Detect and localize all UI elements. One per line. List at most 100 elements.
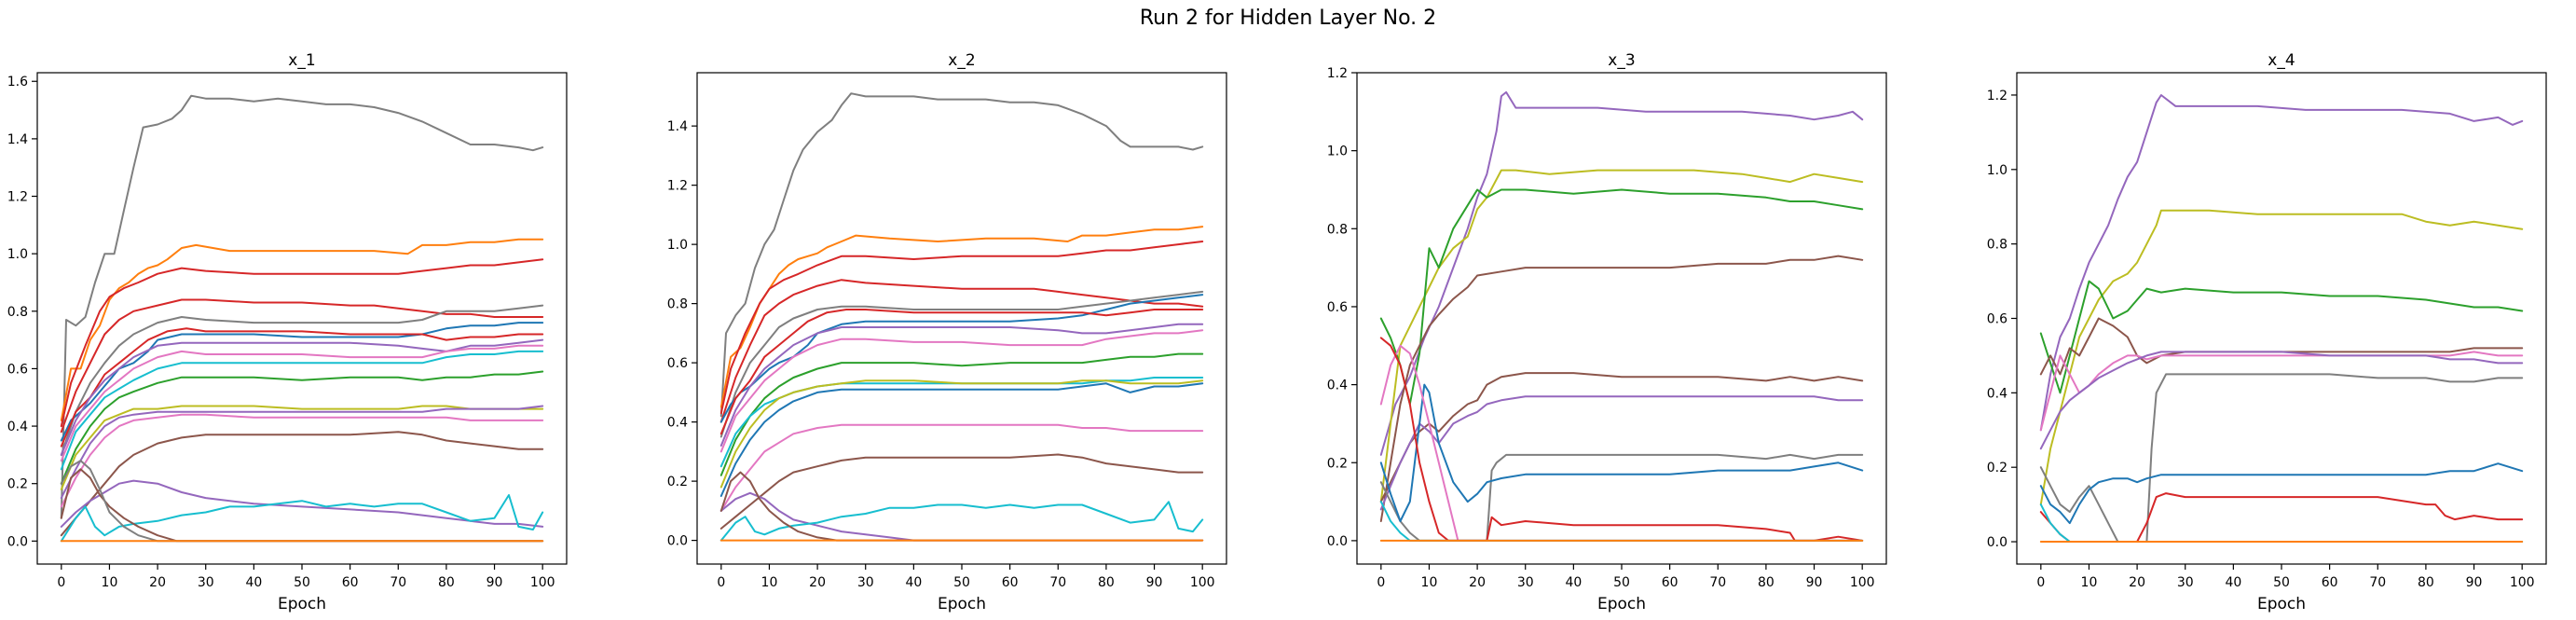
y-tick-label: 0.6 xyxy=(667,356,688,371)
series-line-17 xyxy=(719,501,1204,542)
subplots: 0 10 20 30 40 50 60 70 80 90 1000.00.20.40.60.81.0… xyxy=(7,51,2547,613)
y-tick-label: 1.2 xyxy=(7,190,28,205)
x-tick-label: 10 xyxy=(2081,575,2098,590)
x-tick-label: 20 xyxy=(2129,575,2145,590)
series-line-3 xyxy=(719,241,1204,415)
series-line-17 xyxy=(60,494,544,543)
series-line-1 xyxy=(719,92,1204,418)
y-tick-label: 0.6 xyxy=(1327,300,1348,315)
series-group xyxy=(719,92,1204,542)
x-tick-label: 100 xyxy=(2510,575,2535,590)
series-line-1 xyxy=(2039,94,2524,432)
subplot-1: 0 10 20 30 40 50 60 70 80 90 100 0.0 0.2 0.4 0.6 0.8 1.0… xyxy=(7,51,568,613)
x-tick-label: 80 xyxy=(1758,575,1774,590)
x-tick-label: 40 xyxy=(1565,575,1582,590)
x-tick-label: 40 xyxy=(2225,575,2241,590)
x-tick-label: 60 xyxy=(1662,575,1679,590)
series-line-8 xyxy=(60,338,544,456)
x-tick-label: 10 xyxy=(1421,575,1438,590)
subplot-2: 0 10 20 30 40 50 60 70 80 90 100 0.0 0.2 0.4 0.6 0.8 1.0… xyxy=(667,51,1227,613)
series-line-11 xyxy=(60,370,544,485)
x-tick-label: 20 xyxy=(809,575,826,590)
x-tick-label: 30 xyxy=(857,575,874,590)
subplot-3: 0 10 20 30 40 50 60 70 80 90 100 0.0 0.2 0.4 0.6 0.8 1.0… xyxy=(1327,51,1887,613)
y-tick-label: 1.4 xyxy=(667,119,688,134)
x-tick-label: 50 xyxy=(953,575,970,590)
series-line-16 xyxy=(719,491,1204,542)
series-line-10 xyxy=(719,352,1204,476)
series-line-3 xyxy=(2039,280,2524,394)
y-tick-label: 0.6 xyxy=(1987,312,2007,327)
series-line-7 xyxy=(719,309,1204,435)
series-line-4 xyxy=(1379,255,1864,522)
x-tick-label: 60 xyxy=(342,575,359,590)
series-line-4 xyxy=(2039,317,2524,376)
subplot-title: x_4 xyxy=(2268,51,2295,70)
y-tick-label: 1.2 xyxy=(667,179,688,194)
y-tick-label: 0.8 xyxy=(1987,238,2007,253)
series-line-3 xyxy=(1379,188,1864,406)
subplot-title: x_1 xyxy=(288,51,315,70)
x-tick-label: 50 xyxy=(1613,575,1630,590)
y-tick-label: 1.2 xyxy=(1327,66,1348,81)
x-tick-label: 20 xyxy=(149,575,166,590)
x-tick-label: 80 xyxy=(2418,575,2434,590)
series-line-6 xyxy=(2039,351,2524,450)
series-line-9 xyxy=(719,329,1204,453)
x-tick-label: 60 xyxy=(2322,575,2338,590)
series-line-13 xyxy=(719,382,1204,497)
figure-title: Run 2 for Hidden Layer No. 2 xyxy=(1140,7,1436,30)
y-tick-label: 1.0 xyxy=(1987,163,2007,178)
series-line-5 xyxy=(2039,351,2524,432)
series-line-14 xyxy=(60,413,544,508)
x-tick-label: 80 xyxy=(1098,575,1115,590)
series-line-8 xyxy=(2039,462,2524,525)
y-tick-label: 0.2 xyxy=(1987,461,2007,475)
x-tick-label: 30 xyxy=(1517,575,1534,590)
series-line-4 xyxy=(60,298,544,434)
y-tick-label: 0.4 xyxy=(1987,386,2007,401)
subplot-title: x_2 xyxy=(948,51,975,70)
subplot-4: 0 10 20 30 40 50 60 70 80 90 100 0.0 0.2 0.4 0.6 0.8 1.0… xyxy=(1987,51,2547,613)
subplot-title: x_3 xyxy=(1608,51,1635,70)
series-line-15 xyxy=(719,453,1204,530)
x-tick-label: 70 xyxy=(1049,575,1066,590)
series-line-7 xyxy=(1379,453,1864,542)
x-tick-label: 90 xyxy=(1806,575,1823,590)
x-tick-label: 90 xyxy=(2466,575,2483,590)
series-line-2 xyxy=(60,238,544,421)
x-tick-label: 80 xyxy=(438,575,455,590)
x-axis-label: Epoch xyxy=(2257,595,2306,613)
series-group xyxy=(1379,90,1864,542)
x-axis-label: Epoch xyxy=(278,595,326,613)
y-tick-label: 0.0 xyxy=(1327,534,1348,549)
y-tick-label: 0.4 xyxy=(667,416,688,431)
series-line-8 xyxy=(1379,383,1864,522)
x-tick-label: 90 xyxy=(1146,575,1163,590)
x-tick-label: 40 xyxy=(245,575,262,590)
x-tick-label: 30 xyxy=(198,575,214,590)
y-tick-label: 1.2 xyxy=(1987,89,2007,103)
y-tick-label: 1.0 xyxy=(667,238,688,253)
x-tick-label: 100 xyxy=(530,575,555,590)
x-tick-label: 40 xyxy=(905,575,922,590)
series-group xyxy=(2039,94,2524,543)
series-line-12 xyxy=(719,379,1204,489)
series-line-13 xyxy=(60,405,544,500)
series-line-5 xyxy=(719,290,1204,438)
y-tick-label: 0.0 xyxy=(1987,535,2007,550)
y-tick-label: 0.0 xyxy=(667,534,688,549)
x-tick-label: 100 xyxy=(1850,575,1875,590)
y-tick-label: 1.0 xyxy=(7,247,28,262)
x-tick-label: 70 xyxy=(2369,575,2386,590)
x-tick-label: 90 xyxy=(486,575,503,590)
series-line-9 xyxy=(60,344,544,462)
y-tick-label: 0.8 xyxy=(1327,222,1348,237)
y-tick-label: 0.4 xyxy=(1327,379,1348,393)
x-axis-label: Epoch xyxy=(1597,595,1646,613)
y-tick-label: 1.6 xyxy=(7,75,28,90)
series-line-14 xyxy=(719,423,1204,512)
series-line-7 xyxy=(60,327,544,448)
